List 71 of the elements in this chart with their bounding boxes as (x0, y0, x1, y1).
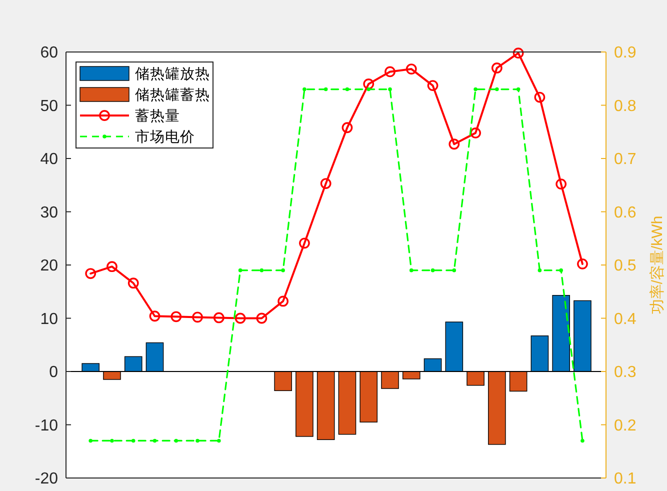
point (342, 122, 353, 134)
point (452, 268, 456, 272)
point (85, 268, 96, 279)
point (234, 312, 246, 324)
point (474, 87, 478, 92)
point (427, 80, 438, 91)
point (409, 268, 414, 272)
y-tick-label: 20 (40, 258, 58, 274)
point (470, 127, 481, 138)
point (366, 87, 371, 92)
point (131, 438, 136, 443)
y2-tick-label: 0.3 (614, 364, 636, 381)
point (260, 268, 264, 272)
point (388, 87, 392, 92)
point (192, 312, 203, 323)
point (406, 64, 417, 74)
y2-axis-title: 功率/容量/kWh (649, 216, 666, 314)
y-tick-label: 30 (40, 204, 58, 222)
legend-label: 蓄热量 (135, 108, 180, 124)
y2-tick-label: 0.4 (614, 310, 636, 328)
y-tick-label: 40 (40, 151, 58, 168)
y2-tick-label: 0.9 (614, 44, 636, 62)
point (491, 62, 502, 74)
point (217, 438, 221, 443)
point (556, 178, 567, 190)
y2-tick-label: 0.6 (614, 204, 636, 222)
point (430, 268, 435, 272)
point (106, 261, 118, 272)
point (345, 87, 350, 92)
y2-tick-label: 0.8 (614, 98, 636, 115)
legend-label: 储热罐放热 (135, 66, 210, 82)
point (580, 438, 584, 443)
point (516, 87, 520, 92)
point (534, 92, 546, 103)
y2-tick-label: 0.7 (614, 151, 636, 168)
point (299, 238, 310, 249)
point (363, 78, 374, 90)
y2-tick-label: 0.5 (614, 258, 636, 274)
point (495, 87, 499, 92)
point (174, 438, 178, 443)
point (448, 138, 460, 150)
y-tick-label: 0 (49, 364, 58, 381)
point (320, 178, 332, 189)
point (213, 312, 224, 324)
y2-tick-label: 0.2 (614, 417, 636, 434)
point (88, 438, 92, 443)
point (110, 438, 114, 443)
y-tick-label: 50 (40, 98, 58, 115)
point (196, 438, 200, 443)
point (256, 312, 268, 324)
point (128, 278, 139, 289)
y-tick-label: 10 (40, 310, 58, 328)
point (170, 311, 182, 322)
y2-tick-label: 0.1 (614, 470, 636, 488)
point (538, 268, 542, 272)
point (278, 296, 289, 307)
point (559, 268, 563, 272)
point (302, 87, 306, 92)
point (512, 48, 524, 59)
y-tick-label: -10 (34, 417, 58, 434)
point (384, 66, 396, 78)
point (238, 268, 242, 272)
legend-label: 储热罐蓄热 (135, 86, 210, 104)
y-tick-label: 60 (40, 44, 58, 62)
legend-label: 市场电价 (135, 128, 195, 146)
point (149, 310, 160, 322)
y-tick-label: -20 (34, 470, 58, 488)
point (577, 258, 588, 270)
point (152, 438, 157, 443)
point (281, 268, 285, 272)
point (324, 87, 328, 92)
